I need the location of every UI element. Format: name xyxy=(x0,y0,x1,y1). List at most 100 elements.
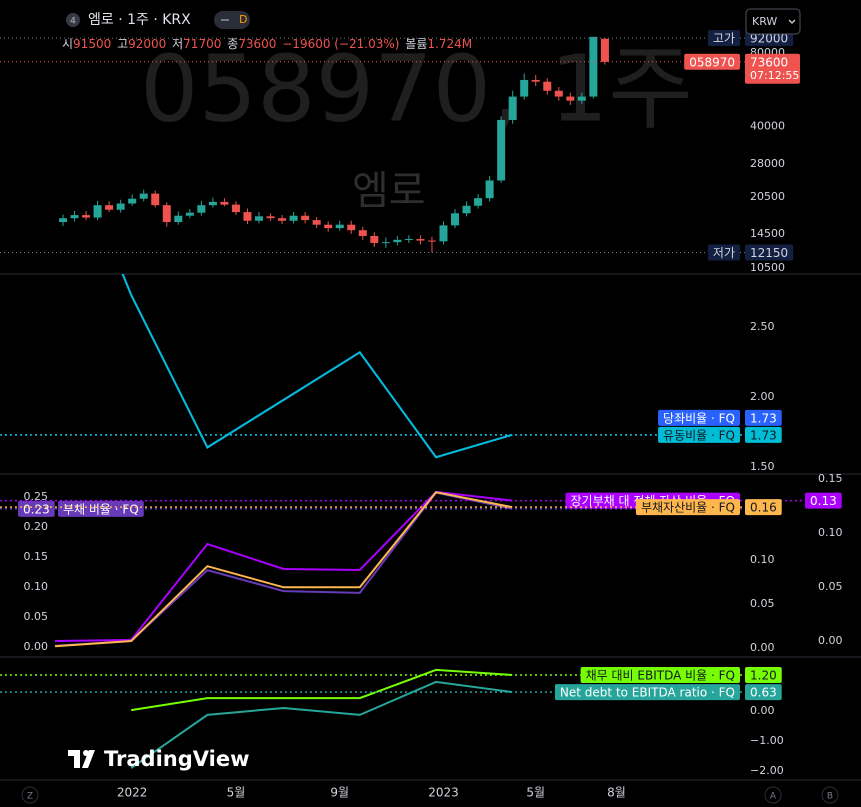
series-value-label: 0.63 xyxy=(750,686,777,700)
candle-body xyxy=(128,198,137,204)
x-tick-label: 5월 xyxy=(526,786,545,800)
y-tick-label: 14500 xyxy=(750,227,785,240)
button-ring[interactable] xyxy=(821,786,839,804)
series-value-label-bg xyxy=(745,409,782,426)
volume-label: 볼륨 xyxy=(405,37,427,51)
high-marker-value: 92000 xyxy=(750,32,788,46)
open-value: 91500 xyxy=(73,37,111,51)
candle-body xyxy=(93,205,102,218)
candle-body xyxy=(427,240,436,242)
scale-button[interactable]: B xyxy=(827,792,833,802)
y-tick-label: 20500 xyxy=(750,190,785,203)
y-tick-label: 0.10 xyxy=(24,580,49,593)
y-tick-label: 2.00 xyxy=(750,390,775,403)
candle-body xyxy=(70,215,79,219)
candle-body xyxy=(116,203,125,210)
candle-body xyxy=(543,81,552,91)
close-label: 종 xyxy=(227,37,238,51)
series-name-bg xyxy=(58,500,144,517)
currency-button-bg[interactable] xyxy=(745,8,801,35)
symbol-title[interactable]: 엠로 · 1주 · KRX xyxy=(88,12,191,28)
x-tick-label: 8월 xyxy=(607,786,626,800)
interval-badge[interactable]: D xyxy=(239,13,247,26)
series-value-label: 0.23 xyxy=(23,502,50,516)
candle-body xyxy=(243,212,252,221)
candle-body xyxy=(554,90,563,97)
series-value-label-bg xyxy=(745,667,782,683)
logo-dot[interactable] xyxy=(83,750,89,756)
y-tick-label: 0.25 xyxy=(24,490,49,503)
y-tick-label: 10500 xyxy=(750,261,785,274)
logo-text[interactable]: TradingView xyxy=(104,747,249,771)
low-marker-value: 12150 xyxy=(750,246,788,260)
candle-body xyxy=(151,193,160,206)
series-name-bg xyxy=(554,684,740,701)
zoom-button[interactable]: Z xyxy=(27,792,33,802)
series-name-bg xyxy=(658,426,740,443)
candle-body xyxy=(312,220,321,225)
y-tick-label: 0.15 xyxy=(24,550,49,563)
candle-body xyxy=(105,205,114,210)
badge: 4 xyxy=(70,17,76,27)
low-marker-value-bg xyxy=(745,244,794,261)
y-tick-label: 0.15 xyxy=(818,472,843,485)
candle-body xyxy=(82,215,91,218)
low-marker-label-bg xyxy=(707,244,740,261)
button-ring[interactable] xyxy=(764,786,782,804)
candle-body xyxy=(439,225,448,242)
series-name: 당좌비율 · FQ xyxy=(663,411,735,425)
candle-body xyxy=(404,239,413,241)
y-tick-label: 0.00 xyxy=(818,634,843,647)
series-line xyxy=(121,274,513,459)
auto-button[interactable]: A xyxy=(770,792,777,802)
series-value-label-bg xyxy=(745,499,782,516)
currency-button[interactable]: KRW xyxy=(745,8,801,35)
button-ring[interactable] xyxy=(21,786,39,804)
candle-body xyxy=(301,215,310,221)
candle-body xyxy=(416,239,425,241)
series-value-label: 1.20 xyxy=(750,669,777,683)
watermark-name: 엠로 xyxy=(352,168,426,214)
last-price-symbol-bg xyxy=(684,53,740,70)
last-price-bg xyxy=(745,53,800,84)
y-tick-label: 0.00 xyxy=(750,704,775,717)
candle-body xyxy=(600,38,609,62)
logo[interactable]: TradingView xyxy=(68,747,249,771)
watermark-symbol: 058970, 1주 xyxy=(140,35,693,142)
y-tick-label: 1.50 xyxy=(750,460,775,473)
series-value-label: 1.73 xyxy=(750,428,777,442)
candle-body xyxy=(485,180,494,199)
logo-icon[interactable] xyxy=(68,750,95,768)
candle-body xyxy=(462,205,471,214)
x-tick-label: 5월 xyxy=(227,786,246,800)
y-tick-label: −1.00 xyxy=(750,734,784,747)
series-value-label: 0.13 xyxy=(810,494,837,508)
open-label: 시 xyxy=(62,37,73,51)
interval-badge-bg[interactable] xyxy=(214,11,250,29)
series-name: Net debt to EBITDA ratio · FQ xyxy=(560,686,735,700)
candle-body xyxy=(162,205,171,223)
y-tick-label: 0.05 xyxy=(24,610,49,623)
bottom-buttons: Z A B xyxy=(21,786,839,804)
last-price-value: 73600 xyxy=(750,55,788,69)
countdown: 07:12:55 xyxy=(750,69,799,82)
series-name: 유동비율 · FQ xyxy=(663,428,735,442)
candle-body xyxy=(370,236,379,243)
currency[interactable]: KRW xyxy=(752,15,777,28)
candle-body xyxy=(208,201,217,206)
series-name: 부채 비율 · FQ xyxy=(63,502,139,516)
y-tick-label: 0.05 xyxy=(818,580,843,593)
series-name-bg xyxy=(635,499,740,516)
y-tick-label: 28000 xyxy=(750,157,785,170)
series-value-label-bg xyxy=(805,492,842,509)
chevron[interactable] xyxy=(788,19,796,24)
low-label: 저 xyxy=(172,37,183,51)
last-price-symbol: 058970 xyxy=(689,55,735,69)
candle-body xyxy=(59,218,67,223)
candle-body xyxy=(347,224,356,231)
y-tick-label: 0.00 xyxy=(750,641,775,654)
candle-body xyxy=(393,239,402,243)
x-tick-label: 2022 xyxy=(117,786,148,800)
candle-body xyxy=(358,230,367,237)
candle-body xyxy=(324,224,333,229)
